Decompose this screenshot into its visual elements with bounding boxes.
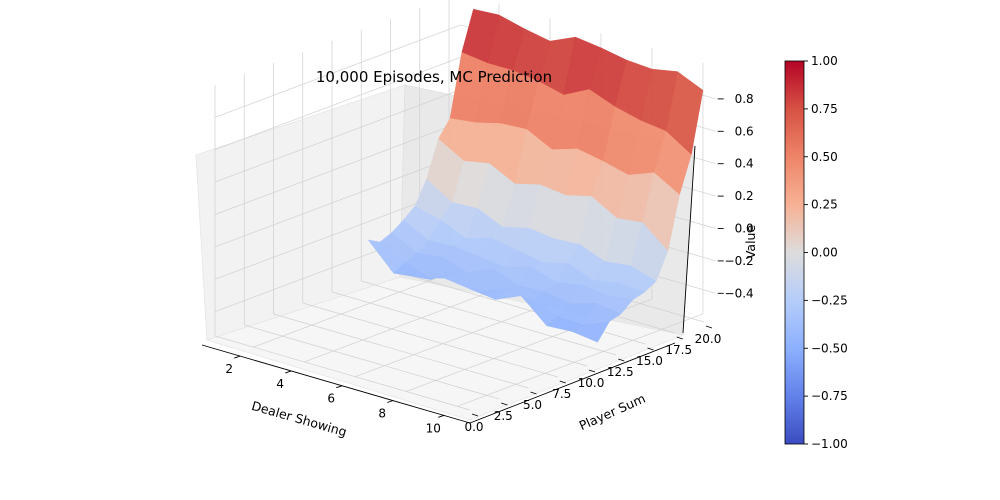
- y-tick-mark: [559, 380, 566, 384]
- y-tick-label: 7.5: [552, 387, 571, 401]
- z-axis-line: [682, 145, 696, 334]
- x-tick-label: 8: [378, 407, 386, 421]
- y-tick-mark: [530, 391, 537, 395]
- y-tick-mark: [676, 336, 683, 340]
- y-tick-label: 15.0: [636, 354, 663, 368]
- z-tick-label: 0.2: [735, 189, 754, 203]
- x-axis-line: [201, 344, 471, 424]
- y-axis-line: [469, 342, 676, 424]
- z-tick-label: −0.2: [725, 254, 754, 268]
- floor-grid-y: [331, 291, 588, 367]
- chart-title: 10,000 Episodes, MC Prediction: [316, 68, 552, 86]
- x-tick-mark: [234, 355, 241, 359]
- y-tick-mark: [471, 413, 479, 417]
- z-tick-label: −0.4: [725, 286, 754, 300]
- x-tick-label: 10: [426, 421, 441, 435]
- colorbar-tick-label: 0.00: [811, 246, 838, 260]
- surface-plot: [367, 8, 704, 343]
- left-wall-grid-z: [214, 154, 461, 248]
- z-axis-label: Value: [743, 225, 758, 260]
- y-axis-ticks: 0.0 2.5 5.0 7.5 10.012.515.017.520.0: [464, 325, 722, 434]
- y-tick-label: 20.0: [695, 332, 722, 346]
- y-tick-mark: [647, 347, 654, 351]
- x-tick-label: 6: [327, 392, 335, 406]
- z-tick-label: 0.4: [735, 157, 754, 171]
- axis-lines: [201, 145, 696, 424]
- floor-grid-y: [273, 313, 529, 389]
- z-tick-label: 0.0: [735, 222, 754, 236]
- z-tick-label: 0.8: [735, 92, 754, 106]
- colorbar-tick-label: 1.00: [811, 54, 838, 68]
- y-tick-label: 0.0: [464, 420, 483, 434]
- surface-patch: [571, 321, 610, 343]
- x-tick-mark: [285, 370, 292, 374]
- colorbar: 1.00 0.75 0.50 0.25 0.00 −0.25 −0.50 −0.75 −1.00: [784, 54, 848, 451]
- colorbar-tick-label: 0.50: [811, 150, 838, 164]
- left-wall-grid-z: [214, 24, 461, 118]
- x-tick-mark: [387, 400, 394, 403]
- y-tick-label: 2.5: [494, 409, 513, 423]
- y-tick-mark: [618, 358, 625, 362]
- colorbar-gradient: [784, 60, 805, 445]
- colorbar-tick-label: −0.25: [811, 293, 848, 307]
- y-tick-mark: [705, 325, 713, 329]
- floor-grid-y: [361, 280, 617, 356]
- y-tick-label: 10.0: [578, 376, 605, 390]
- x-tick-label: 4: [276, 377, 284, 391]
- z-axis-ticks: −0.4 −0.2 0.0 0.2 0.4 0.6 0.8: [717, 92, 754, 300]
- colorbar-tick-label: −0.50: [811, 341, 848, 355]
- left-wall-grid-z: [214, 89, 461, 183]
- colorbar-tick-label: 0.25: [811, 198, 838, 212]
- x-tick-mark: [336, 385, 343, 389]
- floor-grid-y: [214, 335, 471, 411]
- left-wall-grid-z: [214, 121, 461, 215]
- y-tick-label: 12.5: [607, 365, 634, 379]
- floor-grid-y: [244, 324, 500, 400]
- colorbar-tick-label: −1.00: [811, 437, 848, 451]
- x-tick-mark: [438, 414, 445, 418]
- y-tick-label: 17.5: [665, 343, 692, 357]
- x-axis-ticks: 2 4 6 8 10: [225, 355, 445, 435]
- y-tick-mark: [501, 402, 508, 406]
- left-wall-grid-z: [214, 56, 461, 151]
- x-tick-label: 2: [225, 362, 233, 376]
- y-tick-label: 5.0: [523, 398, 542, 412]
- colorbar-tick-label: −0.75: [811, 389, 848, 403]
- z-tick-label: 0.6: [735, 124, 754, 138]
- floor-grid-y: [302, 302, 558, 378]
- y-tick-mark: [588, 369, 596, 373]
- y-axis-label: Player Sum: [577, 391, 648, 434]
- colorbar-tick-label: 0.75: [811, 102, 838, 116]
- colorbar-ticks: 1.00 0.75 0.50 0.25 0.00 −0.25 −0.50 −0.75 −1.00: [804, 54, 848, 451]
